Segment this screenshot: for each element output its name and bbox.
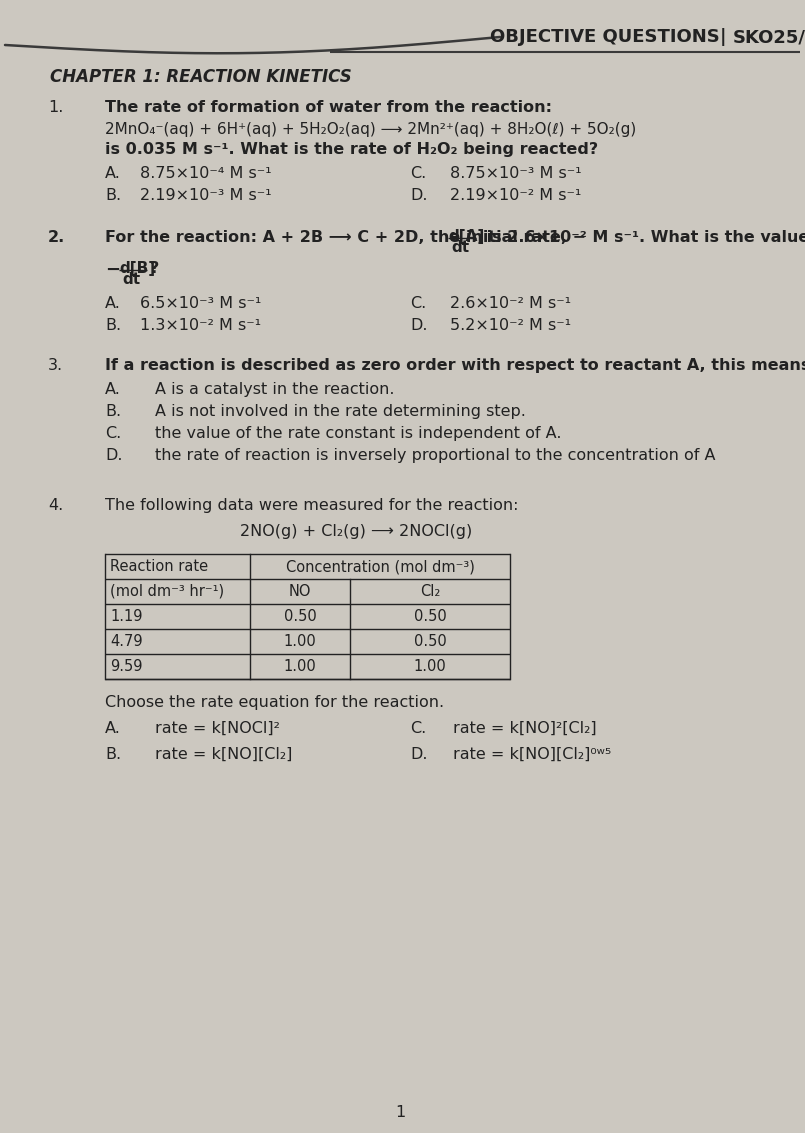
Text: D.: D. xyxy=(410,188,427,203)
Text: 8.75×10⁻³ M s⁻¹: 8.75×10⁻³ M s⁻¹ xyxy=(450,167,582,181)
Text: 1.00: 1.00 xyxy=(283,659,316,674)
Text: If a reaction is described as zero order with respect to reactant A, this means : If a reaction is described as zero order… xyxy=(105,358,805,373)
Text: C.: C. xyxy=(410,721,427,736)
Text: B.: B. xyxy=(105,188,121,203)
Text: is 2.6×10⁻² M s⁻¹. What is the value of: is 2.6×10⁻² M s⁻¹. What is the value of xyxy=(481,230,805,245)
Text: A.: A. xyxy=(105,167,121,181)
Text: The rate of formation of water from the reaction:: The rate of formation of water from the … xyxy=(105,100,552,116)
Text: C.: C. xyxy=(410,167,427,181)
Text: rate = k[NO]²[Cl₂]: rate = k[NO]²[Cl₂] xyxy=(453,721,597,736)
Text: D.: D. xyxy=(410,318,427,333)
Text: 0.50: 0.50 xyxy=(283,610,316,624)
Text: Cl₂: Cl₂ xyxy=(420,583,440,599)
Text: (mol dm⁻³ hr⁻¹): (mol dm⁻³ hr⁻¹) xyxy=(110,583,224,599)
Text: −: − xyxy=(105,261,120,279)
Text: A is a catalyst in the reaction.: A is a catalyst in the reaction. xyxy=(155,382,394,397)
Text: |: | xyxy=(720,28,726,46)
Text: A.: A. xyxy=(105,296,121,310)
Text: 2.19×10⁻² M s⁻¹: 2.19×10⁻² M s⁻¹ xyxy=(450,188,581,203)
Text: CHAPTER 1: REACTION KINETICS: CHAPTER 1: REACTION KINETICS xyxy=(50,68,352,86)
Text: 2.19×10⁻³ M s⁻¹: 2.19×10⁻³ M s⁻¹ xyxy=(140,188,271,203)
Text: d[A]: d[A] xyxy=(448,229,485,244)
Text: B.: B. xyxy=(105,318,121,333)
Text: rate = k[NO][Cl₂]: rate = k[NO][Cl₂] xyxy=(155,747,292,763)
Text: 6.5×10⁻³ M s⁻¹: 6.5×10⁻³ M s⁻¹ xyxy=(140,296,262,310)
Text: 1.3×10⁻² M s⁻¹: 1.3×10⁻² M s⁻¹ xyxy=(140,318,261,333)
Text: For the reaction: A + 2B ⟶ C + 2D, the initial rate, −: For the reaction: A + 2B ⟶ C + 2D, the i… xyxy=(105,230,586,245)
Text: the value of the rate constant is independent of A.: the value of the rate constant is indepe… xyxy=(155,426,562,441)
Text: 2MnO₄⁻(aq) + 6H⁺(aq) + 5H₂O₂(aq) ⟶ 2Mn²⁺(aq) + 8H₂O(ℓ) + 5O₂(g): 2MnO₄⁻(aq) + 6H⁺(aq) + 5H₂O₂(aq) ⟶ 2Mn²⁺… xyxy=(105,122,636,137)
Text: dt: dt xyxy=(122,272,140,287)
Text: C.: C. xyxy=(105,426,122,441)
Text: 3.: 3. xyxy=(48,358,63,373)
Text: the rate of reaction is inversely proportional to the concentration of A: the rate of reaction is inversely propor… xyxy=(155,448,716,463)
Text: 2NO(g) + Cl₂(g) ⟶ 2NOCl(g): 2NO(g) + Cl₂(g) ⟶ 2NOCl(g) xyxy=(240,523,473,539)
Text: A.: A. xyxy=(105,382,121,397)
Text: 2.6×10⁻² M s⁻¹: 2.6×10⁻² M s⁻¹ xyxy=(450,296,571,310)
Text: D.: D. xyxy=(410,747,427,763)
Text: 4.79: 4.79 xyxy=(110,634,142,649)
Text: 2.: 2. xyxy=(48,230,65,245)
Text: A.: A. xyxy=(105,721,121,736)
Text: 1: 1 xyxy=(395,1105,405,1121)
Text: 5.2×10⁻² M s⁻¹: 5.2×10⁻² M s⁻¹ xyxy=(450,318,571,333)
Text: The following data were measured for the reaction:: The following data were measured for the… xyxy=(105,499,518,513)
Text: 9.59: 9.59 xyxy=(110,659,142,674)
Text: 0.50: 0.50 xyxy=(414,610,447,624)
Text: 1.00: 1.00 xyxy=(414,659,447,674)
Text: dt: dt xyxy=(451,240,469,255)
Text: 1.: 1. xyxy=(48,100,64,116)
Text: SKO25/1: SKO25/1 xyxy=(733,28,805,46)
Text: B.: B. xyxy=(105,747,121,763)
Text: is 0.035 M s⁻¹. What is the rate of H₂O₂ being reacted?: is 0.035 M s⁻¹. What is the rate of H₂O₂… xyxy=(105,142,598,157)
Text: 1.00: 1.00 xyxy=(283,634,316,649)
Text: ?: ? xyxy=(150,261,159,276)
Text: rate = k[NO][Cl₂]⁰ʷ⁵: rate = k[NO][Cl₂]⁰ʷ⁵ xyxy=(453,747,611,763)
Text: B.: B. xyxy=(105,404,121,419)
Text: A is not involved in the rate determining step.: A is not involved in the rate determinin… xyxy=(155,404,526,419)
Text: 0.50: 0.50 xyxy=(414,634,447,649)
Text: D.: D. xyxy=(105,448,122,463)
Text: 8.75×10⁻⁴ M s⁻¹: 8.75×10⁻⁴ M s⁻¹ xyxy=(140,167,271,181)
Text: NO: NO xyxy=(289,583,312,599)
Text: d[B]: d[B] xyxy=(119,261,155,276)
Text: C.: C. xyxy=(410,296,427,310)
Text: rate = k[NOCl]²: rate = k[NOCl]² xyxy=(155,721,280,736)
Text: Choose the rate equation for the reaction.: Choose the rate equation for the reactio… xyxy=(105,695,444,710)
Text: Reaction rate: Reaction rate xyxy=(110,559,208,574)
Text: OBJECTIVE QUESTIONS: OBJECTIVE QUESTIONS xyxy=(490,28,720,46)
Text: 1.19: 1.19 xyxy=(110,610,142,624)
Text: Concentration (mol dm⁻³): Concentration (mol dm⁻³) xyxy=(286,559,474,574)
Text: 4.: 4. xyxy=(48,499,64,513)
